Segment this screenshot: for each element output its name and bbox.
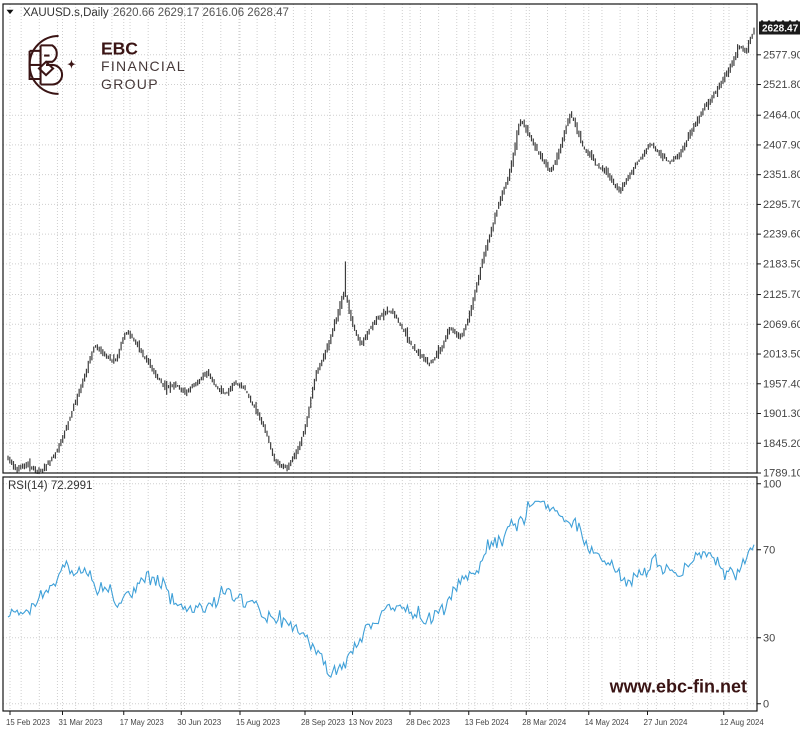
svg-text:2620.66 2629.17 2616.06 2628.4: 2620.66 2629.17 2616.06 2628.47 xyxy=(113,7,289,19)
svg-text:2628.47: 2628.47 xyxy=(762,24,799,35)
svg-text:2125.70: 2125.70 xyxy=(763,289,800,301)
svg-text:28 Dec 2023: 28 Dec 2023 xyxy=(406,717,450,727)
svg-text:FINANCIAL: FINANCIAL xyxy=(101,58,186,74)
svg-text:2183.50: 2183.50 xyxy=(763,258,800,270)
svg-text:RSI(14) 72.2991: RSI(14) 72.2991 xyxy=(8,480,92,492)
svg-text:2239.60: 2239.60 xyxy=(763,229,800,241)
svg-text:1957.40: 1957.40 xyxy=(763,378,800,390)
svg-text:14 May 2024: 14 May 2024 xyxy=(585,717,629,727)
svg-text:1845.20: 1845.20 xyxy=(763,438,800,450)
svg-text:2407.90: 2407.90 xyxy=(763,139,800,151)
svg-text:2069.60: 2069.60 xyxy=(763,319,800,331)
svg-text:0: 0 xyxy=(763,698,769,710)
svg-text:2013.50: 2013.50 xyxy=(763,349,800,361)
svg-text:15 Aug 2023: 15 Aug 2023 xyxy=(236,717,280,727)
svg-text:www.ebc-fin.net: www.ebc-fin.net xyxy=(609,677,747,697)
svg-text:30: 30 xyxy=(763,632,775,644)
svg-text:17 May 2023: 17 May 2023 xyxy=(120,717,164,727)
svg-text:12 Aug 2024: 12 Aug 2024 xyxy=(720,717,764,727)
svg-text:30 Jun 2023: 30 Jun 2023 xyxy=(177,717,221,727)
svg-text:100: 100 xyxy=(763,478,781,490)
svg-text:XAUUSD.s,Daily: XAUUSD.s,Daily xyxy=(23,7,109,19)
svg-text:13 Nov 2023: 13 Nov 2023 xyxy=(349,717,393,727)
svg-text:2464.00: 2464.00 xyxy=(763,110,800,122)
svg-text:EBC: EBC xyxy=(101,39,138,59)
svg-text:GROUP: GROUP xyxy=(101,76,159,92)
svg-text:27 Jun 2024: 27 Jun 2024 xyxy=(644,717,688,727)
svg-text:28 Mar 2024: 28 Mar 2024 xyxy=(522,717,566,727)
svg-text:1901.30: 1901.30 xyxy=(763,408,800,420)
svg-text:28 Sep 2023: 28 Sep 2023 xyxy=(301,717,345,727)
svg-text:2577.90: 2577.90 xyxy=(763,49,800,61)
svg-text:70: 70 xyxy=(763,544,775,556)
svg-text:15 Feb 2023: 15 Feb 2023 xyxy=(6,717,50,727)
svg-text:31 Mar 2023: 31 Mar 2023 xyxy=(59,717,103,727)
svg-text:2295.70: 2295.70 xyxy=(763,199,800,211)
svg-text:13 Feb 2024: 13 Feb 2024 xyxy=(465,717,509,727)
svg-text:2351.80: 2351.80 xyxy=(763,169,800,181)
svg-text:2521.80: 2521.80 xyxy=(763,79,800,91)
